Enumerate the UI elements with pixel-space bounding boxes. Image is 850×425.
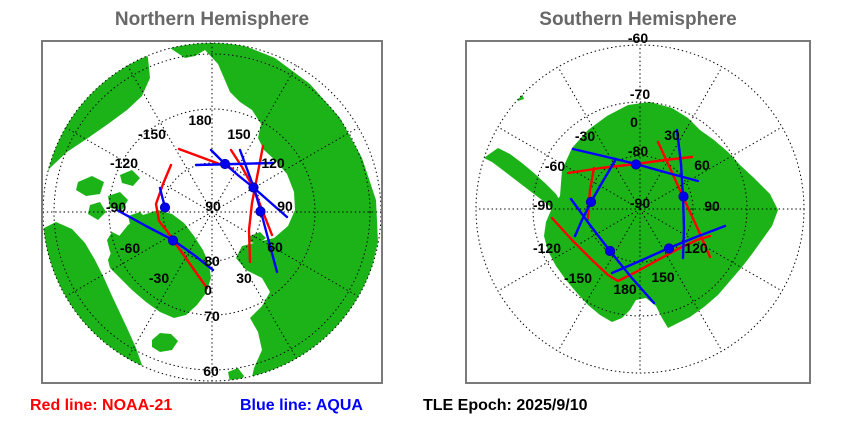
north-noaa21-track-segment [154, 163, 209, 290]
south-satellite-position-dot [604, 245, 616, 257]
north-land-polygon [108, 210, 211, 318]
north-latitude-label-90: 90 [205, 198, 221, 214]
north-latitude-label-80: 80 [204, 253, 220, 269]
south-longitude-label-90: 90 [704, 198, 720, 214]
north-meridian-line [65, 127, 213, 213]
south-latitude-label--70: -70 [630, 86, 650, 102]
south-longitude-label-150: 150 [651, 269, 675, 285]
north-latitude-ring [108, 108, 316, 316]
south-hemisphere-title: Southern Hemisphere [539, 9, 737, 30]
north-longitude-label--30: -30 [149, 270, 169, 286]
south-noaa21-track-segment [550, 216, 712, 283]
south-land-polygon [516, 94, 524, 101]
north-longitude-label-120: 120 [261, 155, 285, 171]
south-land-polygon [544, 102, 778, 328]
south-satellite-position-dot [630, 159, 642, 170]
north-land-group [43, 43, 378, 381]
south-longitude-label-120: 120 [684, 240, 708, 256]
north-longitude-label--120: -120 [110, 155, 138, 171]
south-longitude-label-60: 60 [694, 157, 710, 173]
north-land-polygon [76, 176, 104, 196]
north-land-polygon [167, 43, 378, 381]
south-satellite-position-dot [585, 196, 597, 208]
north-meridian-line [65, 211, 213, 297]
south-satellite-position-dot [663, 243, 675, 254]
north-longitude-label-90: 90 [277, 198, 293, 214]
south-longitude-label--150: -150 [564, 270, 592, 286]
south-longitude-label--30: -30 [575, 128, 595, 144]
south-plot-border [465, 40, 811, 384]
noaa21-legend: Red line: NOAA-21 [30, 397, 173, 414]
north-land-polygon [120, 170, 140, 186]
north-longitude-label--150: -150 [138, 126, 166, 142]
north-hemisphere-map: 180 150 120 90 60 30 0 -30 -60 -90 -120-150 90 80 70 6… [41, 40, 383, 384]
north-plot-border [41, 40, 383, 384]
north-longitude-label-150: 150 [227, 126, 251, 142]
north-hemisphere-title: Northern Hemisphere [114, 9, 310, 30]
south-hemisphere-map: 0 30 60 90 120 150 180 -150-120 -90 -60 -30 -90 -80 -… [465, 30, 811, 384]
north-meridian-line [127, 65, 213, 213]
south-latitude-label--60: -60 [628, 30, 648, 46]
north-longitude-label-180: 180 [188, 112, 212, 128]
south-latitude-label--90: -90 [630, 195, 650, 211]
north-aqua-track-segment [194, 161, 275, 167]
north-land-polygon [250, 232, 266, 244]
south-latitude-ring [532, 101, 748, 317]
south-longitude-label-180: 180 [613, 281, 637, 297]
north-satellite-position-dot [219, 158, 231, 170]
north-meridian-line [211, 211, 359, 297]
north-meridian-line [211, 211, 297, 359]
north-land-polygon [152, 333, 178, 352]
north-longitude-label-60: 60 [267, 239, 283, 255]
south-latitude-label--80: -80 [628, 143, 648, 159]
north-satellite-position-dot [159, 202, 171, 213]
south-longitude-label--90: -90 [533, 197, 553, 213]
south-satellite-position-dot [678, 191, 689, 202]
north-land-polygon [107, 232, 138, 272]
north-aqua-track-segment [238, 148, 279, 274]
south-longitude-label--120: -120 [533, 240, 561, 256]
north-land-polygon [108, 192, 128, 210]
north-land-polygon [228, 368, 244, 381]
north-longitude-label--90: -90 [106, 199, 126, 215]
north-land-polygon [43, 222, 144, 381]
tle-epoch-text: TLE Epoch: 2025/9/10 [423, 397, 588, 414]
north-meridian-line [211, 127, 359, 213]
north-satellite-position-dot [167, 235, 179, 246]
south-longitude-label--60: -60 [545, 158, 565, 174]
north-meridian-line [211, 65, 297, 213]
south-longitude-label-0: 0 [630, 114, 638, 130]
south-latitude-ring [586, 155, 694, 263]
south-land-polygon [484, 148, 564, 214]
north-satellite-position-dot [248, 182, 259, 193]
north-meridian-line [127, 211, 213, 359]
aqua-legend: Blue line: AQUA [240, 397, 363, 414]
south-longitude-label-30: 30 [664, 127, 680, 143]
north-latitude-ring [53, 53, 371, 371]
north-longitude-label--60: -60 [120, 240, 140, 256]
north-longitude-label-0: 0 [204, 282, 212, 298]
north-longitude-label-30: 30 [236, 270, 252, 286]
north-satellite-position-dot [255, 206, 266, 217]
north-land-polygon [88, 202, 106, 220]
north-latitude-label-60: 60 [203, 363, 219, 379]
north-latitude-label-70: 70 [204, 308, 220, 324]
north-land-polygon [43, 43, 150, 195]
